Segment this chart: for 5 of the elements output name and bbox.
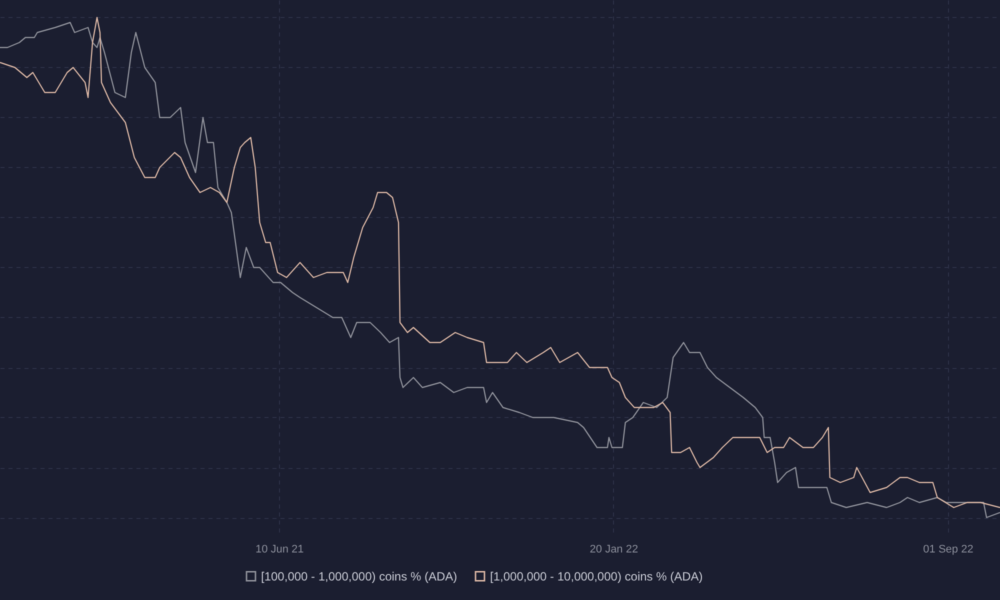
x-tick-label: 10 Jun 21 bbox=[255, 544, 304, 556]
legend-label: [100,000 - 1,000,000) coins % (ADA) bbox=[261, 569, 458, 584]
x-tick-label: 01 Sep 22 bbox=[923, 544, 974, 556]
x-tick-label: 20 Jan 22 bbox=[590, 544, 638, 556]
legend-label: [1,000,000 - 10,000,000) coins % (ADA) bbox=[490, 569, 703, 584]
